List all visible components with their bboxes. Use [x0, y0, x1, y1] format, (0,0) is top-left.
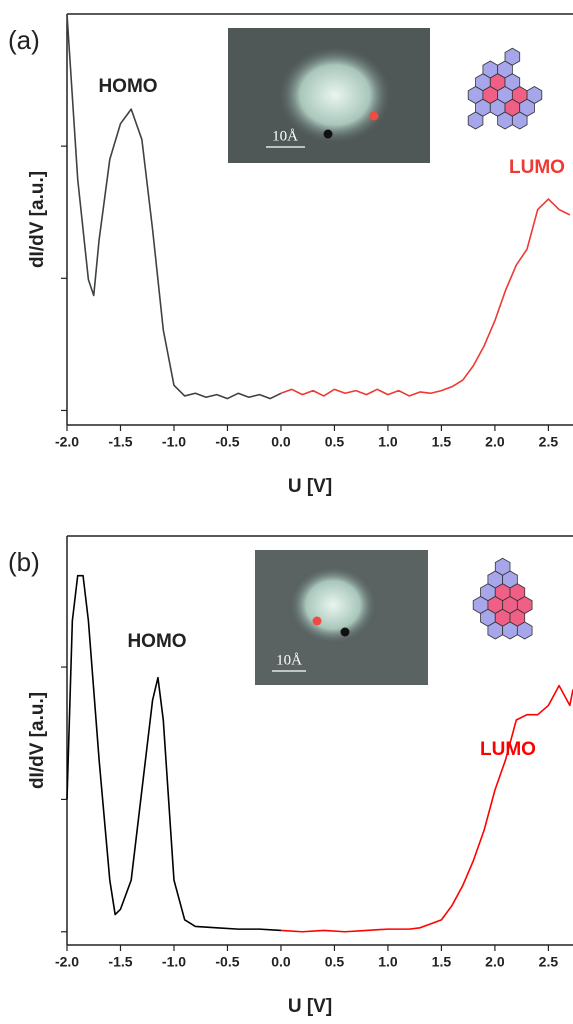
scale-label: 10Å	[272, 128, 298, 144]
x-tick-label: -2.0	[55, 434, 79, 450]
x-tick-label: -1.5	[108, 434, 132, 450]
hexagon	[504, 47, 521, 66]
x-tick-label: 1.0	[378, 954, 398, 970]
x-tick-label: 1.0	[378, 434, 398, 450]
annotation: HOMO	[127, 631, 186, 652]
scale-label: 10Å	[276, 652, 302, 668]
x-tick-label: 0.0	[271, 434, 291, 450]
panel-label: (a)	[8, 25, 40, 55]
hexagon	[487, 621, 504, 640]
x-tick-label: -1.0	[162, 954, 186, 970]
annotation: LUMO	[480, 739, 536, 760]
x-tick-label: 1.5	[432, 434, 452, 450]
data-line	[66, 13, 282, 400]
hexagon	[511, 111, 528, 130]
inset-b	[255, 550, 428, 685]
x-tick-label: 1.5	[432, 954, 452, 970]
x-axis-label: U [V]	[288, 996, 332, 1017]
hexagon	[494, 557, 511, 576]
data-line	[66, 574, 281, 932]
x-tick-label: -0.5	[215, 434, 239, 450]
y-axis-label: dI/dV [a.u.]	[27, 692, 48, 789]
data-line	[280, 684, 573, 933]
x-tick-label: -2.0	[55, 954, 79, 970]
molecule-icons	[467, 47, 543, 640]
hexagon	[502, 621, 518, 640]
hexagon	[497, 111, 513, 130]
inset-a	[228, 28, 430, 163]
x-tick-label: 2.0	[485, 954, 505, 970]
x-tick-label: -0.5	[215, 954, 239, 970]
x-axis-label: U [V]	[288, 476, 332, 497]
annotation: LUMO	[509, 157, 565, 178]
hexagon	[467, 111, 484, 130]
x-tick-label: 2.5	[539, 434, 559, 450]
x-tick-label: -1.5	[108, 954, 132, 970]
hexagon	[516, 621, 533, 640]
x-tick-label: 0.5	[325, 434, 345, 450]
x-tick-label: 0.5	[325, 954, 345, 970]
x-tick-label: 2.5	[539, 954, 559, 970]
annotation: HOMO	[98, 76, 157, 97]
x-tick-label: 0.0	[271, 954, 291, 970]
panel-label: (b)	[8, 547, 40, 577]
y-axis-label: dI/dV [a.u.]	[27, 171, 48, 268]
x-tick-label: 2.0	[485, 434, 505, 450]
x-tick-label: -1.0	[162, 434, 186, 450]
data-line	[280, 198, 571, 397]
